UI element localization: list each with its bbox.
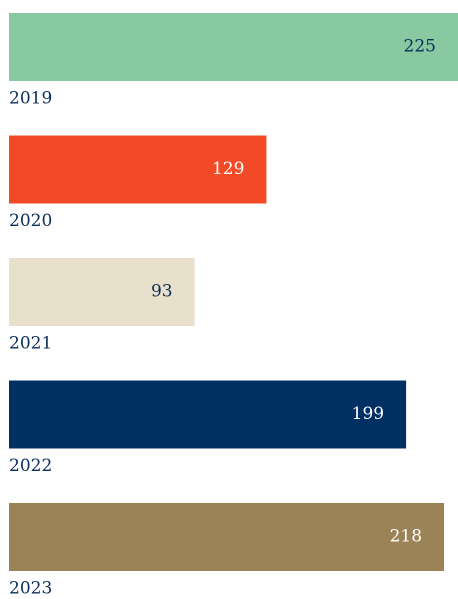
bar <box>9 13 458 81</box>
category-label: 2023 <box>9 579 52 599</box>
bar <box>9 380 407 449</box>
category-label: 2022 <box>9 456 52 476</box>
category-label: 2019 <box>9 89 52 109</box>
value-label: 199 <box>352 404 384 424</box>
category-label: 2021 <box>9 334 52 354</box>
category-label: 2020 <box>9 211 52 231</box>
bar <box>9 135 267 204</box>
value-label: 225 <box>404 37 436 57</box>
value-label: 129 <box>212 159 244 179</box>
bar <box>9 503 445 571</box>
bar <box>9 258 195 326</box>
value-label: 218 <box>390 527 422 547</box>
value-label: 93 <box>151 282 173 302</box>
